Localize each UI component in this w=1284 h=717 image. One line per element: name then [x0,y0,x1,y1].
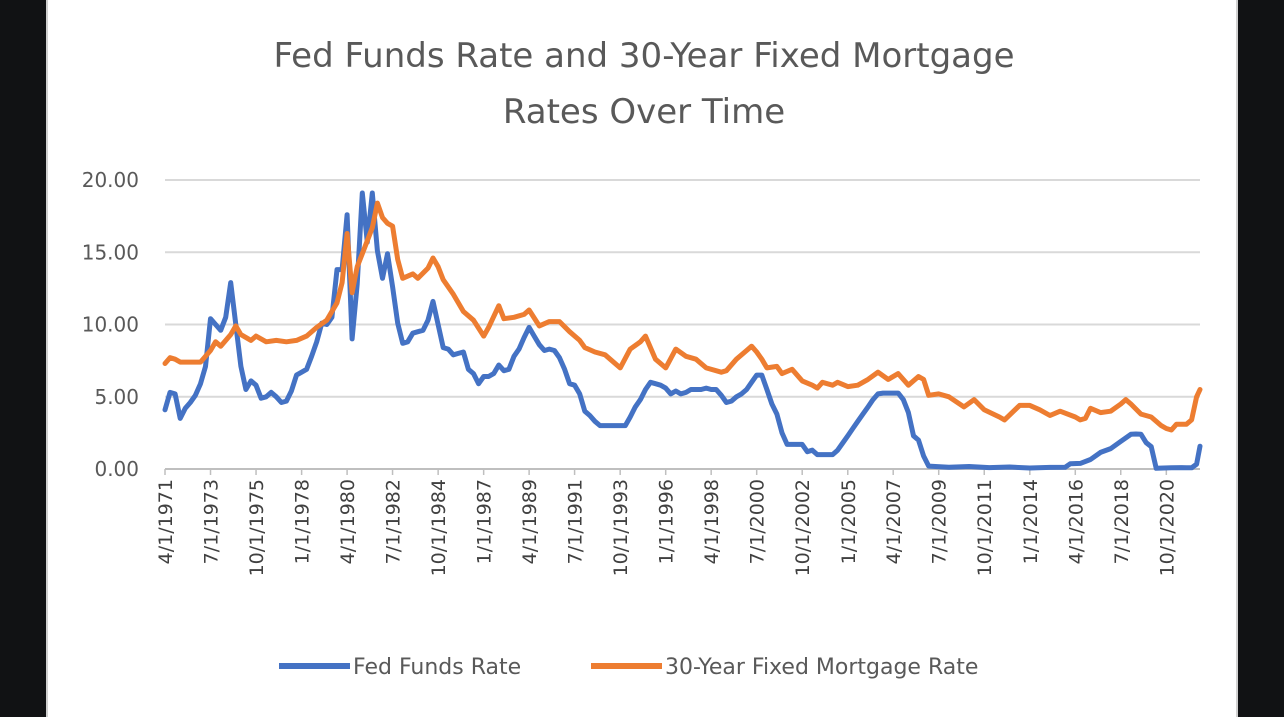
x-tick-label: 10/1/2002 [792,479,814,576]
x-tick-label: 1/1/1996 [656,479,678,564]
x-axis: 4/1/1971 7/1/1973 10/1/1975 1/1/1978 4/1/198… [155,468,1200,576]
x-tick-label: 10/1/1984 [428,479,450,576]
x-tick-label: 7/1/2018 [1111,479,1133,564]
x-tick-label: 4/1/1998 [701,479,723,564]
x-tick-label: 1/1/1978 [292,479,314,564]
x-tick-label: 7/1/1991 [565,479,587,564]
x-tick-label: 4/1/1989 [519,479,541,564]
x-tick-label: 7/1/1973 [201,479,223,564]
chart-title-line-2: Rates Over Time [503,92,785,132]
series-line-mortgage [162,200,1203,433]
x-tick-label: 4/1/2007 [883,479,905,564]
x-tick-label: 10/1/2020 [1156,479,1178,576]
x-tick-label: 4/1/1980 [337,479,359,564]
series-line-fed-funds [162,190,1203,471]
y-tick-label: 20.00 [82,168,139,192]
x-tick-label: 10/1/1975 [246,479,268,576]
x-tick-label: 1/1/1987 [474,479,496,564]
y-axis: 0.00 5.00 10.00 15.00 20.00 [82,168,139,481]
x-tick-label: 1/1/2014 [1020,479,1042,564]
chart-title-line-1: Fed Funds Rate and 30-Year Fixed Mortgag… [273,36,1014,76]
x-tick-label: 4/1/2016 [1065,479,1087,564]
legend: Fed Funds Rate 30-Year Fixed Mortgage Ra… [279,655,978,680]
y-tick-label: 15.00 [82,240,139,264]
x-tick-label: 7/1/2009 [929,479,951,564]
x-tick-label: 4/1/1971 [155,479,177,564]
y-tick-label: 5.00 [94,385,139,409]
line-chart: Fed Funds Rate and 30-Year Fixed Mortgag… [82,36,1203,680]
x-tick-label: 1/1/2005 [838,479,860,564]
series-lines [162,190,1203,471]
legend-label-mortgage: 30-Year Fixed Mortgage Rate [665,655,978,680]
x-tick-label: 7/1/2000 [747,479,769,564]
y-tick-label: 0.00 [94,457,139,481]
y-tick-label: 10.00 [82,313,139,337]
legend-label-fed-funds: Fed Funds Rate [353,655,521,680]
chart-panel: Fed Funds Rate and 30-Year Fixed Mortgag… [46,0,1238,717]
chart-title: Fed Funds Rate and 30-Year Fixed Mortgag… [273,36,1014,132]
x-tick-label: 10/1/1993 [610,479,632,576]
x-tick-label: 10/1/2011 [974,479,996,576]
x-tick-label: 7/1/1982 [383,479,405,564]
